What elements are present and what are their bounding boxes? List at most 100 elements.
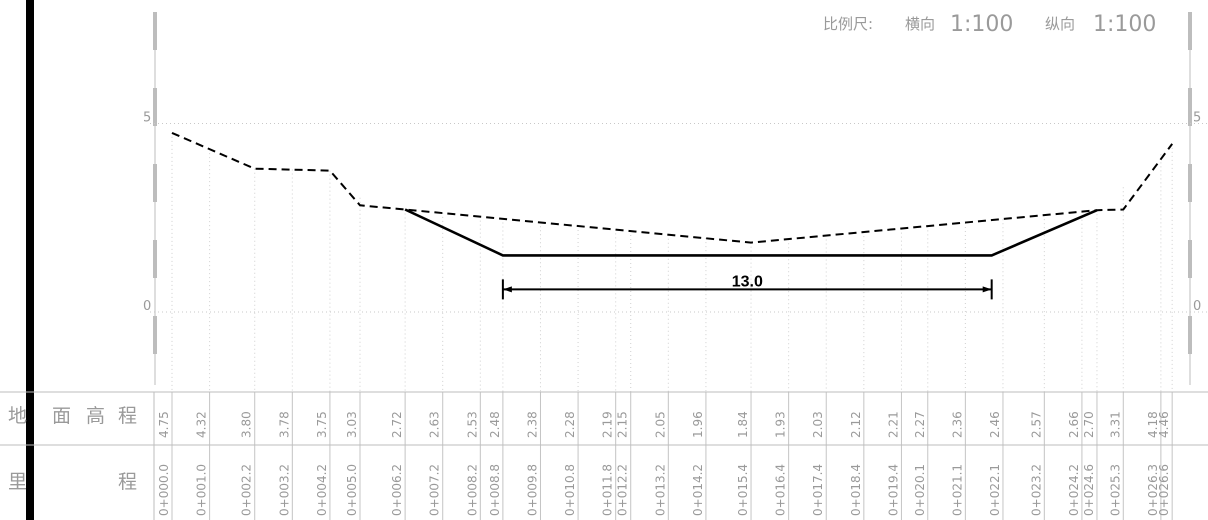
dimension-label: 13.0 (732, 273, 763, 290)
station-value: 0+006.2 (390, 464, 404, 516)
station-value: 0+017.4 (811, 464, 825, 516)
elevation-value: 3.75 (315, 411, 329, 438)
station-value: 0+023.2 (1029, 464, 1043, 516)
elevation-value: 3.31 (1108, 411, 1122, 438)
profile-lines (171, 131, 1174, 257)
row1-label-char-1: 地 (8, 405, 27, 427)
station-value: 0+000.0 (157, 464, 171, 516)
elevation-value: 1.96 (691, 411, 705, 438)
elevation-value: 4.32 (195, 411, 209, 438)
station-value: 0+012.2 (616, 464, 630, 516)
elevation-value: 2.63 (428, 411, 442, 438)
scale-horizontal-value: 1:100 (950, 12, 1013, 37)
left-y-ruler (153, 12, 157, 385)
width-dimension: 13.0 (501, 273, 993, 300)
elevation-value: 2.48 (488, 411, 502, 438)
station-value: 0+005.0 (345, 464, 359, 516)
elevation-value: 2.36 (950, 411, 964, 438)
elevation-value: 2.66 (1067, 411, 1081, 438)
data-table: 地 面 高 程 里 程 4.75 4.32 3.80 3.78 3.75 3.03 2.72… (0, 391, 1208, 520)
ruler-segment (1188, 240, 1192, 278)
scale-vertical-value: 1:100 (1093, 12, 1156, 37)
ruler-segment (153, 316, 157, 354)
row1-label-char-4: 程 (118, 405, 137, 427)
station-value: 0+026.3 (1146, 464, 1160, 516)
scale-horizontal-label: 横向 (905, 15, 935, 33)
ruler-segment (1188, 316, 1192, 354)
elevation-value: 2.53 (465, 411, 479, 438)
elevation-value: 2.57 (1029, 411, 1043, 438)
elevation-value: 2.15 (616, 411, 630, 438)
station-value: 0+015.4 (736, 464, 750, 516)
station-value: 0+019.4 (886, 464, 900, 516)
row1-label-char-3: 高 (86, 405, 105, 427)
dimension-arrow-right (982, 286, 992, 293)
elevation-value: 2.70 (1082, 411, 1096, 438)
y-tick-label-left: 5 (143, 111, 151, 126)
station-value: 0+002.2 (240, 464, 254, 516)
elevation-value: 3.80 (240, 411, 254, 438)
ruler-segment (153, 12, 157, 50)
station-value: 0+021.1 (950, 464, 964, 516)
elevation-value: 2.05 (653, 411, 667, 438)
ruler-segment (1188, 88, 1192, 126)
elevation-value: 4.46 (1157, 411, 1171, 438)
ground-line (171, 131, 1174, 244)
station-value: 0+018.4 (849, 464, 863, 516)
scale-vertical-label: 纵向 (1045, 15, 1075, 33)
left-frame-bar (26, 0, 34, 520)
dimension-arrow-left (502, 286, 512, 293)
elevation-value: 3.78 (277, 411, 291, 438)
row2-label-char-2: 程 (118, 471, 137, 493)
station-value: 0+008.2 (465, 464, 479, 516)
station-value: 0+003.2 (277, 464, 291, 516)
ruler-segment (153, 88, 157, 126)
ruler-segment (1188, 164, 1192, 202)
station-value: 0+020.1 (913, 464, 927, 516)
station-value: 0+022.1 (988, 464, 1002, 516)
station-value: 0+025.3 (1108, 464, 1122, 516)
elevation-value: 2.46 (988, 411, 1002, 438)
elevation-value: 2.28 (563, 411, 577, 438)
elevation-value: 1.93 (774, 411, 788, 438)
station-value: 0+014.2 (691, 464, 705, 516)
row1-label-char-2: 面 (52, 405, 71, 427)
station-value: 0+007.2 (428, 464, 442, 516)
ruler-segment (1188, 12, 1192, 50)
row2-label-char-1: 里 (8, 471, 27, 493)
station-value: 0+013.2 (653, 464, 667, 516)
elevation-value: 2.38 (525, 411, 539, 438)
elevation-gridlines (150, 123, 1208, 313)
station-value: 0+024.2 (1067, 464, 1081, 516)
elevation-value: 1.84 (736, 411, 750, 438)
station-value: 0+001.0 (195, 464, 209, 516)
station-gridlines (171, 132, 1173, 520)
station-value: 0+004.2 (315, 464, 329, 516)
station-value: 0+008.8 (488, 464, 502, 516)
right-y-ruler (1188, 12, 1192, 385)
station-value: 0+011.8 (601, 464, 615, 516)
y-tick-labels: 5 5 0 0 (143, 111, 1201, 315)
elevation-value: 2.19 (601, 411, 615, 438)
station-values: 0+000.0 0+001.0 0+002.2 0+003.2 0+004.2 0+005… (157, 464, 1171, 516)
elevation-value: 4.18 (1146, 411, 1160, 438)
y-tick-label-left: 0 (143, 299, 151, 314)
y-tick-label-right: 5 (1193, 111, 1201, 126)
elevation-value: 2.27 (913, 411, 927, 438)
design-channel-line (404, 208, 1098, 257)
ruler-segment (153, 164, 157, 202)
elevation-value: 2.72 (390, 411, 404, 438)
elevation-value: 2.12 (849, 411, 863, 438)
station-value: 0+026.6 (1157, 464, 1171, 516)
elevation-value: 3.03 (345, 411, 359, 438)
elevation-value: 2.03 (811, 411, 825, 438)
elevation-value: 4.75 (157, 411, 171, 438)
elevation-values: 4.75 4.32 3.80 3.78 3.75 3.03 2.72 2.63 2.53 2.48… (157, 411, 1171, 438)
station-value: 0+009.8 (525, 464, 539, 516)
scale-prefix: 比例尺: (823, 15, 873, 33)
station-value: 0+010.8 (563, 464, 577, 516)
y-tick-label-right: 0 (1193, 299, 1201, 314)
station-value: 0+016.4 (774, 464, 788, 516)
ruler-segment (153, 240, 157, 278)
